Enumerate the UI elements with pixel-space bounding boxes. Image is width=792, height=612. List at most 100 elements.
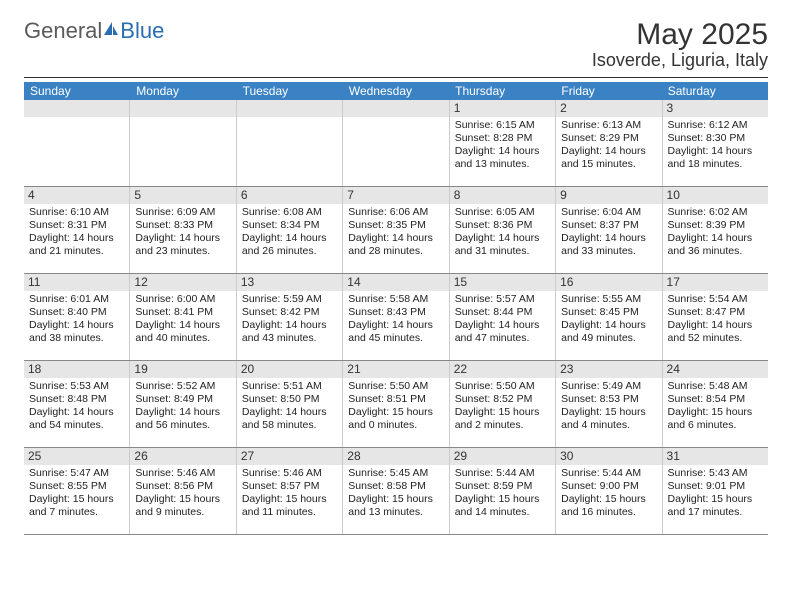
- daylight-text-2: and 49 minutes.: [561, 332, 656, 345]
- daylight-text: Daylight: 15 hours: [455, 493, 550, 506]
- daylight-text-2: and 6 minutes.: [668, 419, 763, 432]
- day-cell: 11Sunrise: 6:01 AMSunset: 8:40 PMDayligh…: [24, 274, 130, 360]
- sunrise-text: Sunrise: 5:46 AM: [242, 467, 337, 480]
- daylight-text: Daylight: 15 hours: [29, 493, 124, 506]
- sunrise-text: Sunrise: 6:08 AM: [242, 206, 337, 219]
- day-number: 24: [663, 361, 768, 378]
- daylight-text: Daylight: 14 hours: [455, 145, 550, 158]
- day-cell: 7Sunrise: 6:06 AMSunset: 8:35 PMDaylight…: [343, 187, 449, 273]
- sunrise-text: Sunrise: 6:10 AM: [29, 206, 124, 219]
- day-cell: 20 Sunrise: 5:51 AMSunset: 8:50 PMDayligh…: [237, 361, 343, 447]
- day-cell: 5Sunrise: 6:09 AMSunset: 8:33 PMDaylight…: [130, 187, 236, 273]
- day-cell: [237, 100, 343, 186]
- daylight-text-2: and 23 minutes.: [135, 245, 230, 258]
- day-cell: 4 Sunrise: 6:10 AMSunset: 8:31 PMDaylight…: [24, 187, 130, 273]
- day-number: 28: [343, 448, 448, 465]
- weekday-header: Thursday: [449, 82, 555, 100]
- daylight-text: Daylight: 15 hours: [455, 406, 550, 419]
- daylight-text: Daylight: 14 hours: [29, 406, 124, 419]
- daylight-text: Daylight: 14 hours: [135, 319, 230, 332]
- day-number: 8: [450, 187, 555, 204]
- daylight-text: Daylight: 15 hours: [668, 493, 763, 506]
- daylight-text-2: and 17 minutes.: [668, 506, 763, 519]
- daylight-text-2: and 40 minutes.: [135, 332, 230, 345]
- week-row: 11Sunrise: 6:01 AMSunset: 8:40 PMDayligh…: [24, 274, 768, 361]
- day-cell: 28Sunrise: 5:45 AMSunset: 8:58 PMDayligh…: [343, 448, 449, 534]
- sunset-text: Sunset: 8:58 PM: [348, 480, 443, 493]
- day-number: 21: [343, 361, 448, 378]
- sunset-text: Sunset: 8:30 PM: [668, 132, 763, 145]
- daylight-text: Daylight: 15 hours: [135, 493, 230, 506]
- day-cell: 21Sunrise: 5:50 AMSunset: 8:51 PMDayligh…: [343, 361, 449, 447]
- daylight-text: Daylight: 14 hours: [242, 232, 337, 245]
- empty-day: [24, 100, 129, 117]
- daylight-text: Daylight: 14 hours: [242, 319, 337, 332]
- sunset-text: Sunset: 8:33 PM: [135, 219, 230, 232]
- sunset-text: Sunset: 8:53 PM: [561, 393, 656, 406]
- daylight-text-2: and 2 minutes.: [455, 419, 550, 432]
- daylight-text-2: and 45 minutes.: [348, 332, 443, 345]
- day-cell: 19Sunrise: 5:52 AMSunset: 8:49 PMDayligh…: [130, 361, 236, 447]
- sunrise-text: Sunrise: 5:53 AM: [29, 380, 124, 393]
- sunrise-text: Sunrise: 5:50 AM: [455, 380, 550, 393]
- daylight-text-2: and 7 minutes.: [29, 506, 124, 519]
- daylight-text: Daylight: 14 hours: [348, 232, 443, 245]
- day-cell: 14Sunrise: 5:58 AMSunset: 8:43 PMDayligh…: [343, 274, 449, 360]
- daylight-text-2: and 9 minutes.: [135, 506, 230, 519]
- week-row: 4Sunrise: 6:10 AMSunset: 8:31 PMDaylight…: [24, 187, 768, 274]
- sunset-text: Sunset: 8:31 PM: [29, 219, 124, 232]
- day-cell: 9Sunrise: 6:04 AMSunset: 8:37 PMDaylight…: [556, 187, 662, 273]
- day-cell: 16Sunrise: 5:55 AMSunset: 8:45 PMDayligh…: [556, 274, 662, 360]
- day-number: 23: [556, 361, 661, 378]
- daylight-text-2: and 38 minutes.: [29, 332, 124, 345]
- sunrise-text: Sunrise: 6:04 AM: [561, 206, 656, 219]
- daylight-text-2: and 54 minutes.: [29, 419, 124, 432]
- sunrise-text: Sunrise: 6:06 AM: [348, 206, 443, 219]
- page-title: May 2025: [592, 18, 768, 52]
- day-number: 19: [130, 361, 235, 378]
- daylight-text-2: and 26 minutes.: [242, 245, 337, 258]
- sunrise-text: Sunrise: 5:51 AM: [242, 380, 337, 393]
- daylight-text-2: and 4 minutes.: [561, 419, 656, 432]
- sunrise-text: Sunrise: 5:52 AM: [135, 380, 230, 393]
- sunrise-text: Sunrise: 5:48 AM: [668, 380, 763, 393]
- daylight-text-2: and 14 minutes.: [455, 506, 550, 519]
- empty-day: [130, 100, 235, 117]
- day-number: 20: [237, 361, 342, 378]
- sunset-text: Sunset: 8:47 PM: [668, 306, 763, 319]
- weekday-header: Saturday: [662, 82, 768, 100]
- day-cell: 2Sunrise: 6:13 AMSunset: 8:29 PMDaylight…: [556, 100, 662, 186]
- sunrise-text: Sunrise: 5:58 AM: [348, 293, 443, 306]
- day-number: 4: [24, 187, 129, 204]
- sunrise-text: Sunrise: 5:54 AM: [668, 293, 763, 306]
- sunrise-text: Sunrise: 5:57 AM: [455, 293, 550, 306]
- sunrise-text: Sunrise: 6:05 AM: [455, 206, 550, 219]
- daylight-text: Daylight: 15 hours: [348, 493, 443, 506]
- day-number: 1: [450, 100, 555, 117]
- sunset-text: Sunset: 8:41 PM: [135, 306, 230, 319]
- sunset-text: Sunset: 8:40 PM: [29, 306, 124, 319]
- sunset-text: Sunset: 8:36 PM: [455, 219, 550, 232]
- daylight-text: Daylight: 15 hours: [242, 493, 337, 506]
- daylight-text: Daylight: 14 hours: [561, 232, 656, 245]
- daylight-text: Daylight: 14 hours: [242, 406, 337, 419]
- daylight-text: Daylight: 15 hours: [561, 493, 656, 506]
- sunset-text: Sunset: 8:54 PM: [668, 393, 763, 406]
- daylight-text: Daylight: 14 hours: [29, 232, 124, 245]
- day-cell: 23Sunrise: 5:49 AMSunset: 8:53 PMDayligh…: [556, 361, 662, 447]
- sunrise-text: Sunrise: 6:13 AM: [561, 119, 656, 132]
- daylight-text: Daylight: 14 hours: [135, 232, 230, 245]
- day-cell: 8Sunrise: 6:05 AMSunset: 8:36 PMDaylight…: [450, 187, 556, 273]
- sunset-text: Sunset: 8:50 PM: [242, 393, 337, 406]
- daylight-text-2: and 58 minutes.: [242, 419, 337, 432]
- logo-text-general: General: [24, 18, 102, 44]
- daylight-text-2: and 47 minutes.: [455, 332, 550, 345]
- day-cell: [343, 100, 449, 186]
- daylight-text-2: and 0 minutes.: [348, 419, 443, 432]
- daylight-text: Daylight: 15 hours: [348, 406, 443, 419]
- logo-text-blue: Blue: [120, 18, 164, 44]
- sunset-text: Sunset: 8:35 PM: [348, 219, 443, 232]
- sunset-text: Sunset: 8:48 PM: [29, 393, 124, 406]
- daylight-text: Daylight: 14 hours: [561, 145, 656, 158]
- week-row: 1Sunrise: 6:15 AMSunset: 8:28 PMDaylight…: [24, 100, 768, 187]
